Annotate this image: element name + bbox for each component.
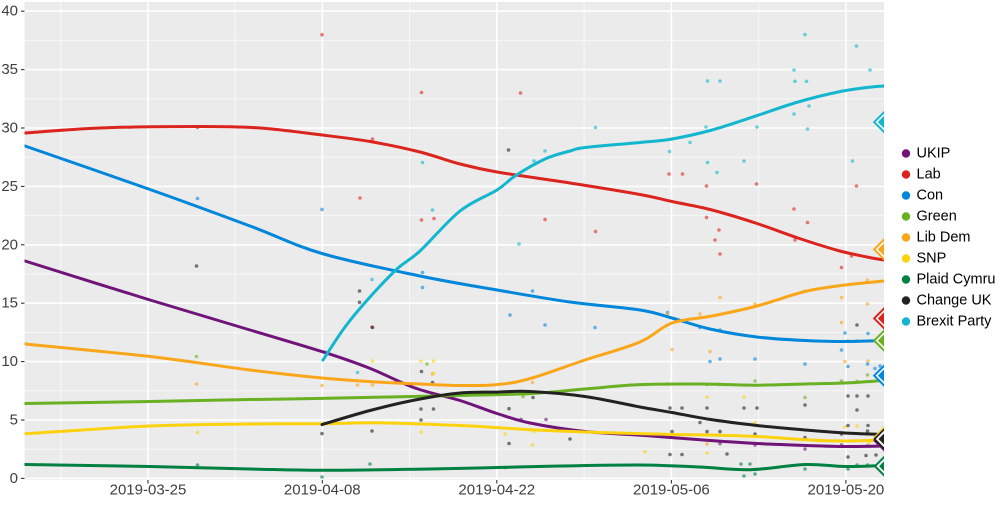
svg-text:20: 20	[1, 236, 18, 253]
svg-text:Plaid Cymru: Plaid Cymru	[917, 272, 996, 288]
svg-text:15: 15	[1, 295, 18, 312]
svg-text:2019-04-22: 2019-04-22	[458, 482, 535, 499]
svg-text:30: 30	[1, 120, 18, 137]
svg-text:Green: Green	[917, 209, 957, 225]
svg-text:SNP: SNP	[917, 251, 947, 267]
svg-text:Lib Dem: Lib Dem	[917, 230, 971, 246]
svg-text:35: 35	[1, 61, 18, 78]
svg-text:5: 5	[10, 412, 18, 429]
svg-text:2019-03-25: 2019-03-25	[110, 482, 187, 499]
svg-text:2019-05-06: 2019-05-06	[633, 482, 710, 499]
svg-text:2019-05-20: 2019-05-20	[808, 482, 885, 499]
svg-text:Lab: Lab	[917, 167, 941, 183]
svg-text:UKIP: UKIP	[917, 146, 951, 162]
svg-text:Con: Con	[917, 188, 944, 204]
svg-text:10: 10	[1, 353, 18, 370]
svg-text:2019-04-08: 2019-04-08	[284, 482, 361, 499]
svg-text:Change UK: Change UK	[917, 293, 992, 309]
svg-text:25: 25	[1, 178, 18, 195]
svg-text:Brexit Party: Brexit Party	[917, 314, 993, 330]
svg-text:40: 40	[1, 3, 18, 20]
svg-text:0: 0	[10, 470, 18, 487]
